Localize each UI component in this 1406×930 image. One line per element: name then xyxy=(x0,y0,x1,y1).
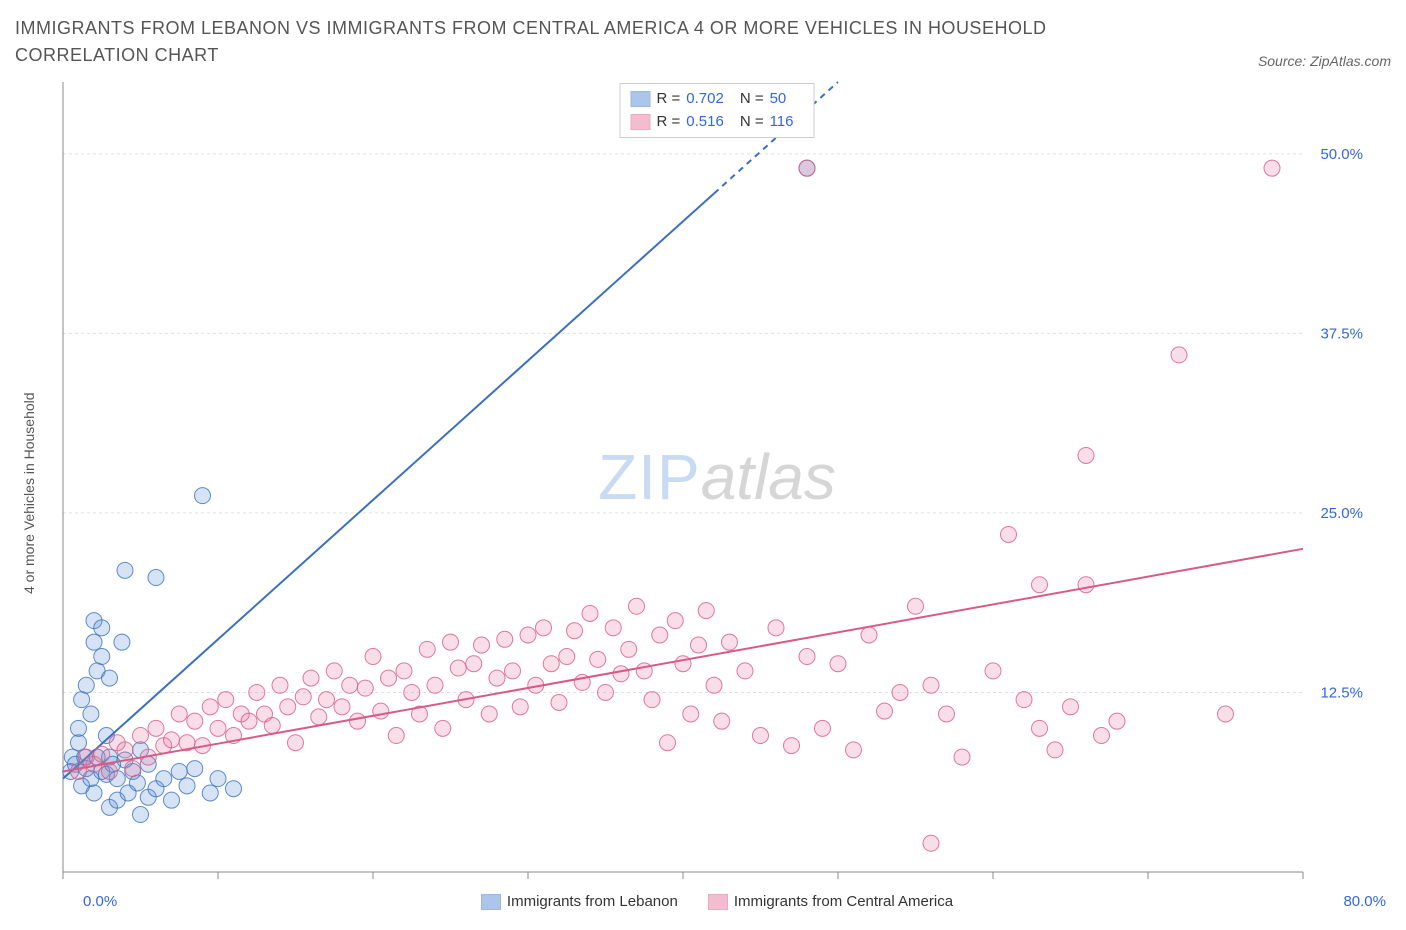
series-legend: 0.0% Immigrants from Lebanon Immigrants … xyxy=(43,893,1391,910)
r-value-lebanon: 0.702 xyxy=(686,88,724,111)
x-axis-max-label: 80.0% xyxy=(1343,893,1386,910)
svg-text:50.0%: 50.0% xyxy=(1320,146,1363,163)
scatter-plot: 12.5% 25.0% 37.5% 50.0% xyxy=(43,77,1373,887)
swatch-lebanon xyxy=(481,894,501,910)
swatch-lebanon xyxy=(631,91,651,107)
n-value-central-america: 116 xyxy=(770,111,794,134)
n-label: N = xyxy=(740,111,764,134)
x-axis-min-label: 0.0% xyxy=(83,893,117,910)
svg-text:12.5%: 12.5% xyxy=(1320,684,1363,701)
chart-title: IMMIGRANTS FROM LEBANON VS IMMIGRANTS FR… xyxy=(15,15,1115,69)
swatch-central-america xyxy=(708,894,728,910)
r-value-central-america: 0.516 xyxy=(686,111,724,134)
n-value-lebanon: 50 xyxy=(770,88,787,111)
series-name-lebanon: Immigrants from Lebanon xyxy=(507,893,678,910)
swatch-central-america xyxy=(631,114,651,130)
source-attribution: Source: ZipAtlas.com xyxy=(1258,53,1391,69)
legend-item-central-america: Immigrants from Central America xyxy=(708,893,953,910)
svg-text:25.0%: 25.0% xyxy=(1320,505,1363,522)
r-label: R = xyxy=(657,88,681,111)
stats-row-central-america: R = 0.516 N = 116 xyxy=(631,111,804,134)
series-name-central-america: Immigrants from Central America xyxy=(734,893,953,910)
svg-text:37.5%: 37.5% xyxy=(1320,325,1363,342)
stats-legend: R = 0.702 N = 50 R = 0.516 N = 116 xyxy=(620,83,815,138)
y-axis-label: 4 or more Vehicles in Household xyxy=(15,77,43,910)
n-label: N = xyxy=(740,88,764,111)
legend-item-lebanon: Immigrants from Lebanon xyxy=(481,893,678,910)
stats-row-lebanon: R = 0.702 N = 50 xyxy=(631,88,804,111)
r-label: R = xyxy=(657,111,681,134)
